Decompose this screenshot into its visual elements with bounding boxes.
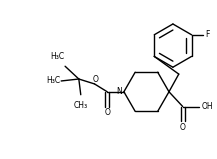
Text: O: O bbox=[180, 123, 186, 132]
Text: O: O bbox=[92, 75, 99, 83]
Text: CH₃: CH₃ bbox=[74, 101, 88, 110]
Text: OH: OH bbox=[201, 102, 213, 111]
Text: F: F bbox=[205, 30, 210, 39]
Text: O: O bbox=[104, 108, 110, 117]
Text: H₃C: H₃C bbox=[50, 52, 64, 61]
Text: H₃C: H₃C bbox=[46, 76, 60, 86]
Text: N: N bbox=[116, 87, 122, 96]
